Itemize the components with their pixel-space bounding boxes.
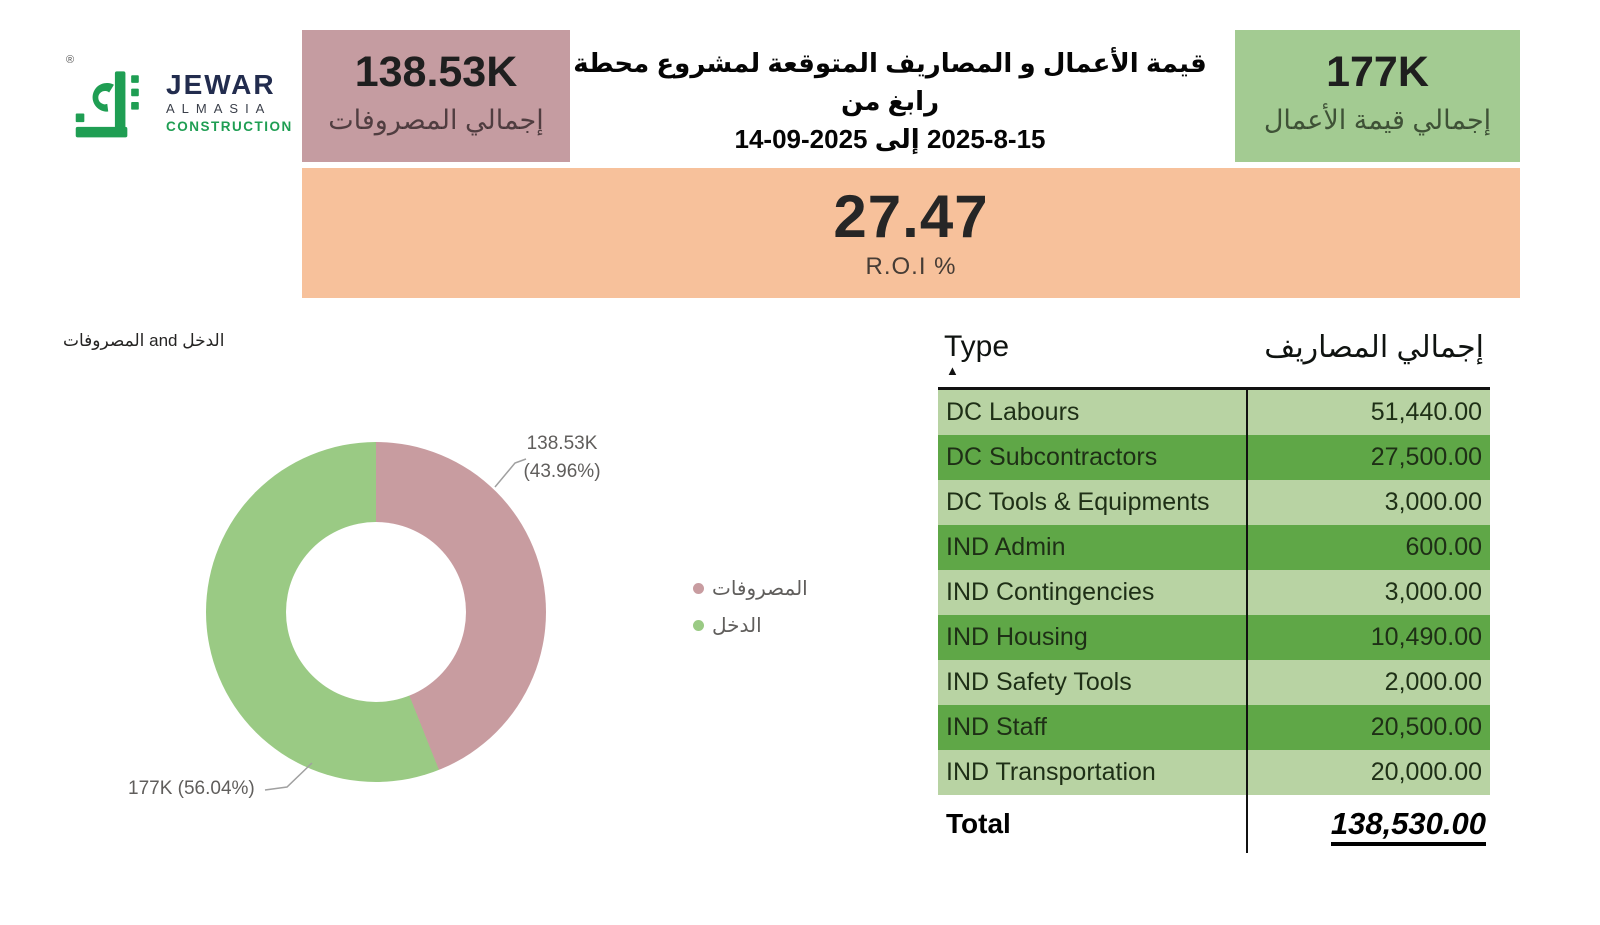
table-row[interactable]: IND Contingencies 3,000.00 bbox=[938, 570, 1490, 615]
table-row[interactable]: DC Tools & Equipments 3,000.00 bbox=[938, 480, 1490, 525]
report-title-line2: 2025-8-15 إلى 2025-09-14 bbox=[734, 124, 1046, 154]
type-cell: IND Admin bbox=[946, 533, 1066, 561]
type-cell: IND Contingencies bbox=[946, 578, 1155, 606]
table-row[interactable]: IND Transportation 20,000.00 bbox=[938, 750, 1490, 795]
kpi-works-value: 177K bbox=[1326, 48, 1429, 96]
type-cell: IND Staff bbox=[946, 713, 1047, 741]
kpi-card-total-expenses: 138.53K إجمالي المصروفات bbox=[302, 30, 570, 162]
type-cell: IND Transportation bbox=[946, 758, 1156, 786]
legend-label-income: الدخل bbox=[712, 615, 762, 637]
amount-cell: 20,000.00 bbox=[1370, 758, 1482, 786]
type-cell: DC Labours bbox=[946, 398, 1080, 426]
roi-label: R.O.I % bbox=[865, 253, 957, 280]
amount-cell: 10,490.00 bbox=[1370, 623, 1482, 651]
total-amount: 138,530.00 bbox=[1250, 806, 1490, 846]
table-row[interactable]: IND Safety Tools 2,000.00 bbox=[938, 660, 1490, 705]
amount-cell: 3,000.00 bbox=[1384, 488, 1482, 516]
type-cell: DC Tools & Equipments bbox=[946, 488, 1210, 516]
logo-subbrand-text: ALMASIA bbox=[166, 101, 272, 117]
legend-dot-expenses-icon bbox=[693, 583, 704, 594]
table-row[interactable]: IND Housing 10,490.00 bbox=[938, 615, 1490, 660]
column-header-amount[interactable]: إجمالي المصاريف bbox=[1264, 331, 1484, 364]
amount-cell: 2,000.00 bbox=[1384, 668, 1482, 696]
logo-mark-icon: ® bbox=[66, 54, 156, 148]
company-logo: ® JEWAR ALMASIA CONSTRUCTION bbox=[66, 52, 300, 152]
logo-tagline-text: CONSTRUCTION bbox=[166, 118, 293, 134]
amount-cell: 600.00 bbox=[1405, 533, 1482, 561]
kpi-expenses-value: 138.53K bbox=[354, 48, 518, 96]
type-cell: IND Housing bbox=[946, 623, 1088, 651]
donut-chart[interactable] bbox=[206, 442, 546, 782]
kpi-works-label: إجمالي قيمة الأعمال bbox=[1263, 105, 1492, 135]
table-total-row: Total 138,530.00 bbox=[938, 795, 1490, 853]
column-divider bbox=[1246, 390, 1248, 853]
total-label: Total bbox=[946, 808, 1011, 839]
report-title-line1: قيمة الأعمال و المصاريف المتوقعة لمشروع … bbox=[573, 48, 1207, 116]
legend-item-expenses[interactable]: المصروفات bbox=[693, 576, 808, 601]
kpi-banner-roi: 27.47 R.O.I % bbox=[302, 168, 1520, 298]
donut-callout-expenses: 138.53K (43.96%) bbox=[523, 433, 601, 482]
table-row[interactable]: IND Admin 600.00 bbox=[938, 525, 1490, 570]
column-header-type[interactable]: Type ▲ bbox=[938, 326, 1190, 378]
table-row[interactable]: DC Labours 51,440.00 bbox=[938, 390, 1490, 435]
amount-cell: 20,500.00 bbox=[1370, 713, 1482, 741]
logo-brand-text: JEWAR bbox=[166, 68, 276, 100]
table-row[interactable]: DC Subcontractors 27,500.00 bbox=[938, 435, 1490, 480]
registered-trademark: ® bbox=[66, 54, 75, 66]
expenses-table: Type ▲ إجمالي المصاريف DC Labours 51,440… bbox=[938, 326, 1490, 853]
table-row[interactable]: IND Staff 20,500.00 bbox=[938, 705, 1490, 750]
donut-callout-income: 177K (56.04%) bbox=[128, 778, 255, 799]
kpi-card-total-works: 177K إجمالي قيمة الأعمال bbox=[1235, 30, 1520, 162]
legend-label-expenses: المصروفات bbox=[712, 578, 808, 600]
report-title: قيمة الأعمال و المصاريف المتوقعة لمشروع … bbox=[560, 44, 1220, 158]
legend-dot-income-icon bbox=[693, 620, 704, 631]
type-cell: DC Subcontractors bbox=[946, 443, 1158, 471]
donut-chart-title: الدخل and المصروفات bbox=[63, 331, 225, 350]
donut-legend: المصروفات الدخل bbox=[693, 576, 808, 638]
legend-item-income[interactable]: الدخل bbox=[693, 613, 808, 638]
kpi-expenses-label: إجمالي المصروفات bbox=[328, 105, 544, 135]
roi-value: 27.47 bbox=[833, 183, 989, 250]
table-body: DC Labours 51,440.00 DC Subcontractors 2… bbox=[938, 390, 1490, 795]
sort-ascending-icon: ▲ bbox=[946, 363, 959, 378]
amount-cell: 27,500.00 bbox=[1370, 443, 1482, 471]
amount-cell: 3,000.00 bbox=[1384, 578, 1482, 606]
type-cell: IND Safety Tools bbox=[946, 668, 1132, 696]
table-header-row: Type ▲ إجمالي المصاريف bbox=[938, 326, 1490, 390]
amount-cell: 51,440.00 bbox=[1370, 398, 1482, 426]
